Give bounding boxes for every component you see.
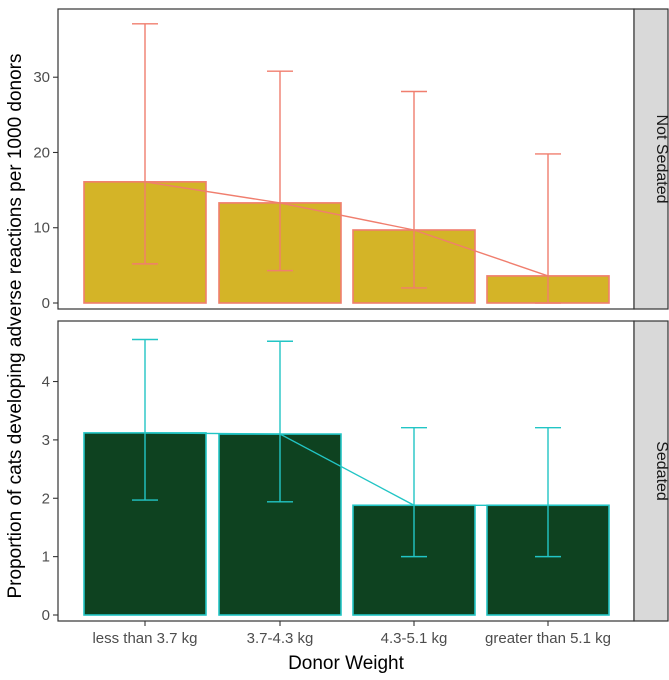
error-bar (132, 23, 158, 265)
y-tick-label: 10 (33, 220, 50, 237)
y-axis-title: Proportion of cats developing adverse re… (5, 53, 26, 598)
y-tick-label: 4 (42, 374, 50, 391)
error-bar (401, 90, 427, 289)
y-tick-label: 3 (42, 432, 50, 449)
error-bar (132, 338, 158, 501)
error-bar (535, 426, 561, 558)
y-tick-label: 30 (33, 69, 50, 86)
y-tick-label: 1 (42, 549, 50, 566)
y-tick-label: 0 (42, 295, 50, 312)
facet-strip (633, 8, 669, 310)
facet-strip-label: Not Sedated (653, 115, 669, 204)
y-tick-label: 20 (33, 144, 50, 161)
error-bar (267, 70, 293, 272)
panel-not-sedated: 0 10 20 30 Not Sedated (33, 8, 669, 312)
x-axis-title: Donor Weight (288, 653, 405, 674)
x-tick-label: less than 3.7 kg (92, 630, 197, 647)
error-bar (401, 426, 427, 558)
y-tick-label: 0 (42, 607, 50, 624)
trend-line (144, 181, 549, 277)
x-tick-label: greater than 5.1 kg (485, 630, 611, 647)
facet-strip-label: Sedated (653, 441, 669, 501)
x-tick-label: 3.7-4.3 kg (247, 630, 314, 647)
facet-strip (633, 320, 669, 622)
panel-sedated: 0 1 2 3 4 Sedated (42, 320, 669, 624)
x-tick-label: 4.3-5.1 kg (381, 630, 448, 647)
error-bar (267, 340, 293, 503)
trend-line (144, 432, 548, 506)
error-bar (535, 153, 561, 304)
y-tick-label: 2 (42, 490, 50, 507)
